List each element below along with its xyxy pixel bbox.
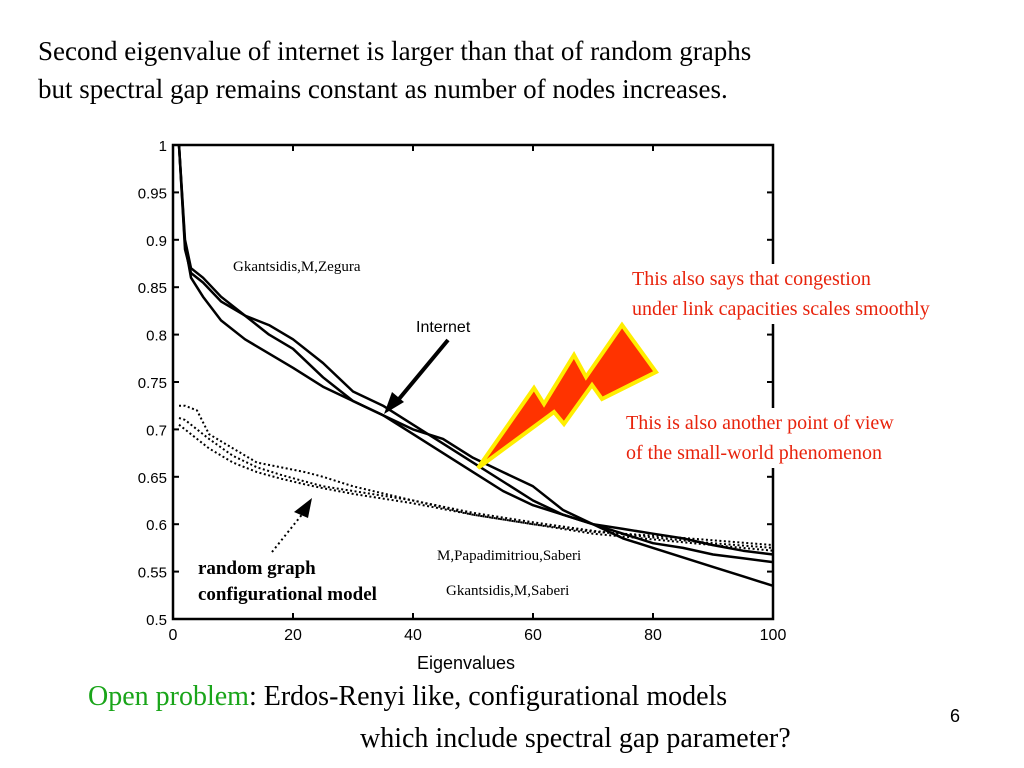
page-number: 6 xyxy=(950,706,961,726)
small-world-note: This is also another point of view of th… xyxy=(624,408,896,468)
random-graph-label-line2: configurational model xyxy=(198,584,377,605)
y-tick-label: 0.65 xyxy=(138,470,167,487)
congestion-note: This also says that congestion under lin… xyxy=(630,264,932,324)
y-tick-label: 0.95 xyxy=(138,185,167,202)
x-axis-label: Eigenvalues xyxy=(417,653,515,673)
y-tick-label: 0.7 xyxy=(146,422,167,439)
x-tick-label: 100 xyxy=(760,627,787,644)
chart-annotation-gks: Gkantsidis,M,Saberi xyxy=(446,583,569,599)
small-world-note-line2: of the small-world phenomenon xyxy=(626,442,883,464)
lightning-bolt-icon xyxy=(476,321,660,470)
internet-series-2 xyxy=(177,144,774,587)
random-graph-arrowhead xyxy=(294,498,312,518)
chart-annotation-gkz: Gkantsidis,M,Zegura xyxy=(233,259,361,275)
internet-arrow xyxy=(392,338,450,407)
y-tick-label: 1 xyxy=(159,138,167,155)
x-tick-label: 60 xyxy=(524,627,542,644)
small-world-note-line1: This is also another point of view xyxy=(626,412,894,434)
y-tick-label: 0.85 xyxy=(138,280,167,297)
open-problem: Open problem: Erdos-Renyi like, configur… xyxy=(88,676,791,760)
open-problem-label: Open problem xyxy=(88,681,249,712)
random-graph-series-5 xyxy=(178,423,774,552)
congestion-note-line2: under link capacities scales smoothly xyxy=(632,298,930,320)
random-graph-label: random graph configurational model xyxy=(198,556,377,608)
chart-annotation-mps: M,Papadimitriou,Saberi xyxy=(437,548,581,564)
title-line-1: Second eigenvalue of internet is larger … xyxy=(38,36,752,66)
random-graph-label-line1: random graph xyxy=(198,558,316,579)
title-line-2: but spectral gap remains constant as num… xyxy=(38,74,728,104)
y-tick-label: 0.6 xyxy=(146,517,167,534)
congestion-note-line1: This also says that congestion xyxy=(632,268,871,290)
random-graph-arrow xyxy=(271,511,305,553)
chart-annotation-internet: Internet xyxy=(416,319,471,336)
internet-arrowhead xyxy=(384,392,404,414)
y-tick-label: 0.55 xyxy=(138,565,167,582)
x-tick-label: 0 xyxy=(169,627,178,644)
open-problem-text-1: : Erdos-Renyi like, configurational mode… xyxy=(248,681,728,712)
x-tick-label: 80 xyxy=(644,627,662,644)
x-tick-label: 20 xyxy=(284,627,302,644)
slide-title: Second eigenvalue of internet is larger … xyxy=(38,32,998,108)
internet-series-3 xyxy=(177,144,774,556)
open-problem-text-2: which include spectral gap parameter? xyxy=(360,723,791,754)
y-tick-label: 0.9 xyxy=(146,233,167,250)
y-tick-label: 0.75 xyxy=(138,375,167,392)
y-tick-label: 0.5 xyxy=(146,612,167,629)
y-tick-label: 0.8 xyxy=(146,328,167,345)
x-tick-label: 40 xyxy=(404,627,422,644)
random-graph-series-6 xyxy=(178,417,774,549)
